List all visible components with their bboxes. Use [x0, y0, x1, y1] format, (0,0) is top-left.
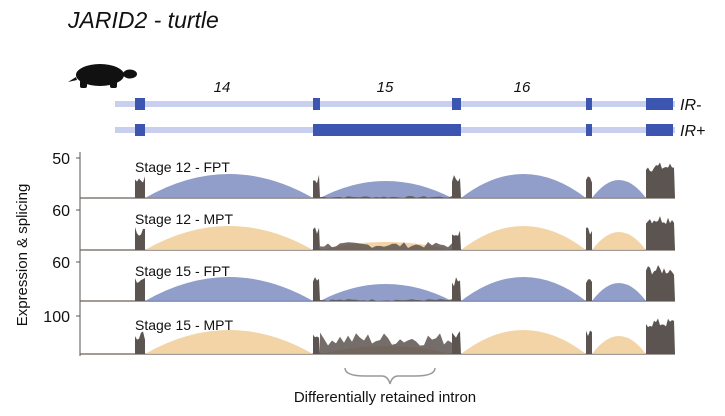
- track-max: 100: [43, 309, 70, 326]
- exon-coverage: [135, 227, 145, 250]
- transcript-ir-plus: [115, 124, 675, 136]
- exon-coverage: [135, 176, 145, 198]
- exon-coverage: [313, 277, 320, 301]
- junction-arc: [320, 181, 452, 198]
- figure: JARID2 - turtle 14 15 16 IR- IR+ Express…: [0, 0, 725, 416]
- junction-arc: [592, 180, 646, 198]
- transcript-label: IR-: [680, 97, 701, 114]
- track-label: Stage 12 - FPT: [135, 159, 230, 175]
- junction-arc: [592, 232, 646, 250]
- turtle-icon: [68, 64, 137, 88]
- intron-coverage: [320, 333, 452, 354]
- transcript-label: IR+: [680, 123, 705, 140]
- junction-arc: [145, 226, 313, 250]
- exon-coverage: [646, 318, 675, 354]
- y-axis-label: Expression & splicing: [14, 184, 31, 327]
- exon-coverage: [452, 277, 461, 301]
- exon-coverage: [646, 162, 675, 198]
- exon-coverage: [586, 331, 592, 354]
- transcript-ir-minus: [115, 98, 675, 110]
- title: JARID2 - turtle: [67, 7, 219, 33]
- exon-label: 16: [514, 79, 531, 96]
- exon-coverage: [135, 278, 145, 301]
- exon-coverage: [646, 265, 675, 301]
- junction-arc: [461, 174, 586, 198]
- junction-arc: [320, 284, 452, 301]
- junction-arc: [145, 330, 313, 354]
- annotation: Differentially retained intron: [294, 389, 476, 406]
- track-label: Stage 15 - FPT: [135, 263, 230, 279]
- exon-coverage: [313, 227, 320, 250]
- exon-label: 15: [377, 79, 394, 96]
- junction-arc: [461, 226, 586, 250]
- track-label: Stage 12 - MPT: [135, 211, 233, 227]
- brace: [345, 368, 435, 384]
- exon-label: 14: [214, 79, 231, 96]
- exon-coverage: [313, 335, 320, 354]
- exon-coverage: [586, 176, 592, 198]
- junction-arc: [592, 336, 646, 354]
- junction-arc: [145, 174, 313, 198]
- exon-coverage: [313, 175, 320, 198]
- junction-arc: [592, 283, 646, 301]
- track-max: 60: [52, 203, 70, 220]
- exon-coverage: [452, 331, 461, 354]
- track-max: 50: [52, 151, 70, 168]
- exon-coverage: [646, 216, 675, 250]
- exon-coverage: [452, 231, 461, 250]
- exon-coverage: [586, 228, 592, 250]
- track-max: 60: [52, 255, 70, 272]
- junction-arc: [145, 277, 313, 301]
- exon-coverage: [452, 175, 461, 198]
- junction-arc: [461, 330, 586, 354]
- tracks: 50 Stage 12 - FPT 60 Stage 12 - MPT 60 Stage …: [43, 151, 675, 354]
- junction-arc: [461, 277, 586, 301]
- exon-coverage: [135, 331, 145, 354]
- exon-coverage: [586, 279, 592, 301]
